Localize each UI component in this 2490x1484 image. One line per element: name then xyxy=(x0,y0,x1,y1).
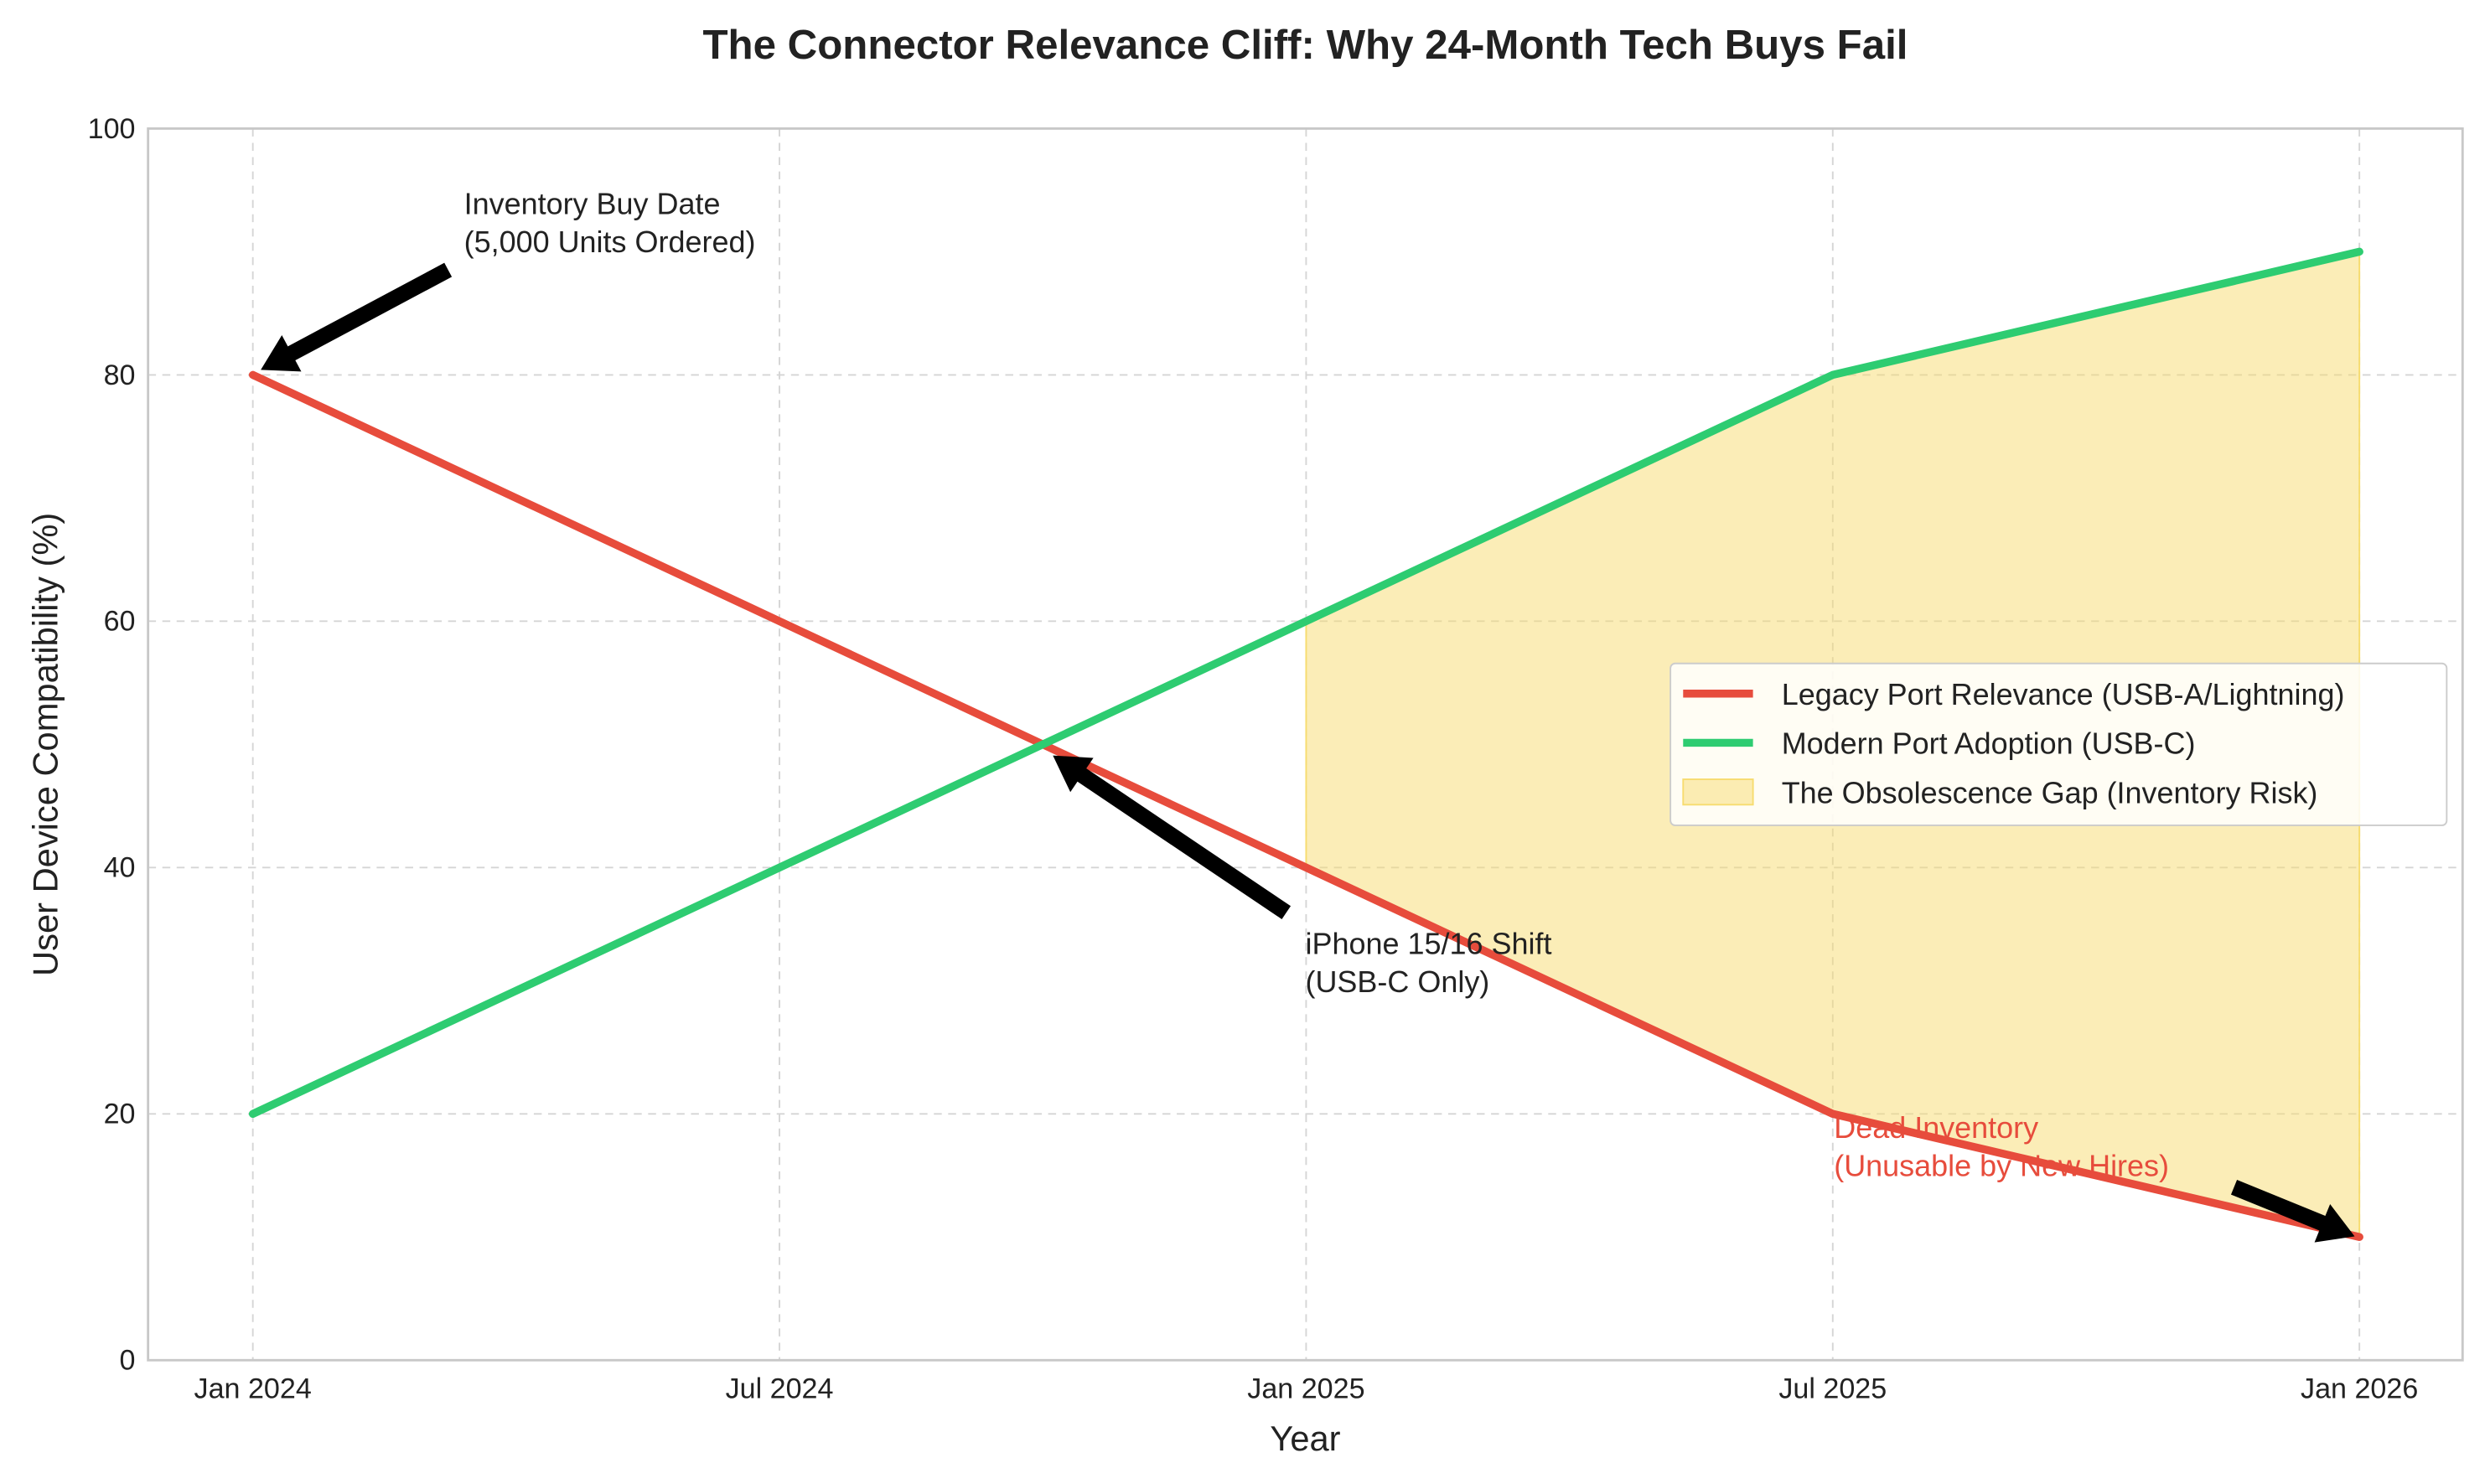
y-tick-label: 40 xyxy=(104,852,136,884)
x-tick-label: Jan 2026 xyxy=(2301,1373,2418,1405)
annotation-text: (USB-C Only) xyxy=(1305,964,1489,999)
annotation-arrow xyxy=(1053,755,1292,919)
annotation-arrow xyxy=(2230,1180,2355,1243)
y-tick-label: 20 xyxy=(104,1099,136,1130)
legend-box xyxy=(1669,662,2448,826)
line-series xyxy=(248,370,2363,1242)
x-tick-label: Jul 2024 xyxy=(726,1373,834,1405)
annotation-arrow xyxy=(261,262,453,372)
legend-swatch xyxy=(1682,778,1754,806)
y-tick-label: 100 xyxy=(88,113,136,145)
plot-frame xyxy=(147,127,2464,1362)
legend-label: Legacy Port Relevance (USB-A/Lightning) xyxy=(1782,677,2345,711)
legend-label: Modern Port Adoption (USB-C) xyxy=(1782,726,2196,761)
x-tick-label: Jul 2025 xyxy=(1778,1373,1887,1405)
y-tick-label: 60 xyxy=(104,606,136,638)
annotation-text: iPhone 15/16 Shift xyxy=(1305,926,1551,960)
y-axis-label: User Device Compatibility (%) xyxy=(26,513,65,976)
y-tick-label: 0 xyxy=(120,1345,136,1377)
line-series xyxy=(248,247,2363,1119)
annotation-text: Inventory Buy Date xyxy=(464,187,721,221)
x-tick-label: Jan 2024 xyxy=(194,1373,312,1405)
x-tick-label: Jan 2025 xyxy=(1247,1373,1364,1405)
annotation-text: Dead Inventory xyxy=(1834,1110,2038,1145)
annotation-text: (5,000 Units Ordered) xyxy=(464,225,756,259)
annotation-text: (Unusable by New Hires) xyxy=(1834,1149,2169,1183)
x-axis-label: Year xyxy=(1270,1419,1340,1458)
y-tick-label: 80 xyxy=(104,359,136,391)
chart-title: The Connector Relevance Cliff: Why 24-Mo… xyxy=(702,22,1908,68)
legend-label: The Obsolescence Gap (Inventory Risk) xyxy=(1782,775,2318,809)
